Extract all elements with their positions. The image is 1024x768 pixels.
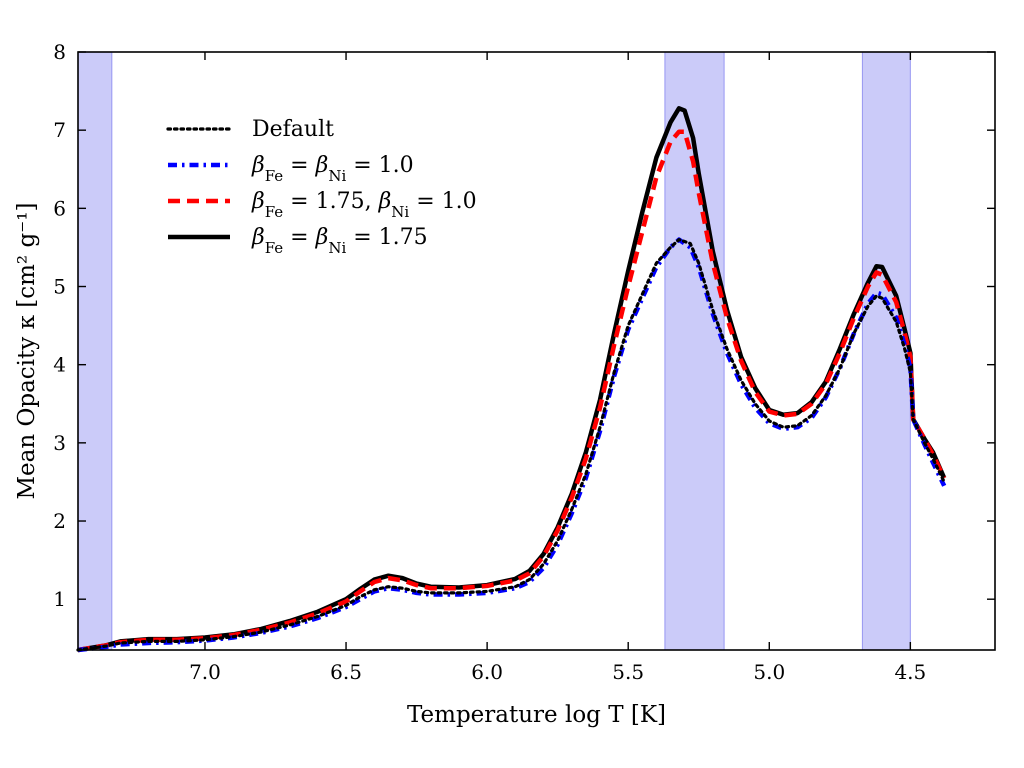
shaded-bands [77, 51, 911, 651]
x-axis-label: Temperature log T [K] [407, 702, 666, 728]
shaded-band-1 [77, 51, 113, 651]
y-axis-ticks: 1 2 3 4 5 6 7 8 [53, 40, 995, 611]
x-tick-label: 6.5 [330, 660, 362, 684]
legend-label-2: βFe = βNi = 1.0 [251, 153, 414, 185]
x-tick-label: 5.5 [612, 660, 644, 684]
y-tick-label: 2 [53, 509, 66, 533]
legend-label-4: βFe = βNi = 1.75 [251, 225, 428, 257]
y-tick-label: 1 [53, 587, 66, 611]
x-tick-label: 6.0 [471, 660, 503, 684]
y-tick-label: 8 [53, 40, 66, 64]
series-line-1 [76, 238, 946, 652]
y-tick-label: 6 [53, 196, 66, 220]
x-axis-ticks: 7.0 6.5 6.0 5.5 5.0 4.5 [189, 52, 926, 684]
legend-label-3: βFe = 1.75, βNi = 1.0 [251, 189, 477, 221]
x-tick-label: 7.0 [189, 660, 221, 684]
y-tick-label: 3 [53, 431, 66, 455]
series-line-4 [77, 106, 947, 653]
legend: Default βFe = βNi = 1.0 βFe = 1.75, βNi = … [166, 117, 477, 257]
shaded-band-3 [861, 51, 911, 651]
y-tick-label: 5 [53, 275, 66, 299]
legend-label-1: Default [252, 117, 334, 142]
x-tick-label: 5.0 [753, 660, 785, 684]
y-tick-label: 7 [53, 118, 66, 142]
y-tick-label: 4 [53, 353, 66, 377]
y-axis-label: Mean Opacity κ [cm² g⁻¹] [14, 202, 40, 499]
series-line-3 [77, 129, 947, 653]
x-tick-label: 4.5 [894, 660, 926, 684]
series-lines [76, 106, 947, 653]
plot-frame [77, 51, 996, 651]
